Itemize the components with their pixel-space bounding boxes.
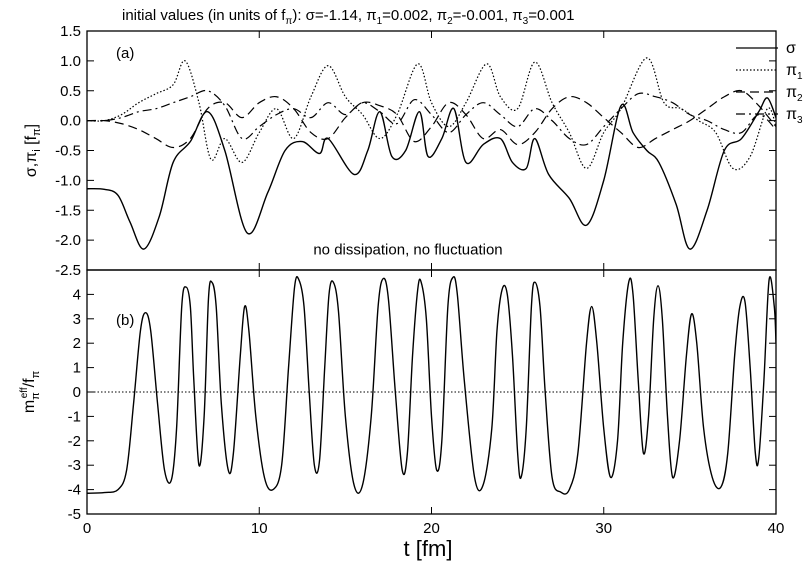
legend-label-0: σ <box>786 40 796 57</box>
x-tick-label: 30 <box>595 520 612 537</box>
series-line-a-3 <box>87 89 776 146</box>
x-tick-label: 40 <box>768 520 785 537</box>
y-tick-label-a: -1.5 <box>55 202 81 219</box>
y-tick-label-b: 0 <box>73 384 81 401</box>
y-tick-label-a: -2.5 <box>55 262 81 279</box>
x-tick-label: 0 <box>83 520 91 537</box>
plot-frame-a <box>86 30 777 271</box>
x-tick-label: 20 <box>423 520 440 537</box>
panel-label-a: (a) <box>116 45 134 62</box>
panel-annotation: no dissipation, no fluctuation <box>313 241 502 258</box>
y-tick-label-b: -2 <box>68 433 81 450</box>
y-tick-label-b: 2 <box>73 335 81 352</box>
y-tick-label-a: -0.5 <box>55 143 81 160</box>
series-line-b-0 <box>87 276 776 495</box>
series-line-a-2 <box>87 89 776 149</box>
y-tick-label-a: -1.0 <box>55 172 81 189</box>
y-tick-label-a: 0.0 <box>60 113 81 130</box>
y-tick-label-b: 3 <box>73 311 81 328</box>
x-axis-label: t [fm] <box>404 536 453 561</box>
x-tick-label: 10 <box>251 520 268 537</box>
y-tick-label-b: -3 <box>68 457 81 474</box>
y-axis-label-a: σ,πi [fπ] <box>23 124 43 177</box>
y-tick-label-a: 1.0 <box>60 53 81 70</box>
panel-a: -2.5 -2.0 -1.5 -1.0 -0.5 0.0 0.5 1.0 1.5 (a) no di… <box>23 23 777 279</box>
y-tick-label-b: -4 <box>68 482 81 499</box>
y-axis-label-b: mπeff/fπ <box>19 370 42 413</box>
panel-label-b: (b) <box>116 312 134 329</box>
legend-label-3: π3 <box>786 106 803 126</box>
y-tick-label-b: 1 <box>73 360 81 377</box>
y-tick-label-a: -2.0 <box>55 232 81 249</box>
y-tick-label-b: -1 <box>68 408 81 425</box>
y-tick-label-a: 0.5 <box>60 83 81 100</box>
legend-label-2: π2 <box>786 84 803 104</box>
y-tick-label-a: 1.5 <box>60 23 81 40</box>
series-line-a-1 <box>87 57 776 171</box>
legend-label-1: π1 <box>786 62 803 82</box>
y-tick-label-b: -5 <box>68 506 81 523</box>
figure-title-text: initial values (in units of fπ​): σ=-1.1… <box>122 7 575 27</box>
y-tick-label-b: 4 <box>73 286 81 303</box>
series-line-a-0 <box>87 97 776 250</box>
figure-title: initial values (in units of fπ​): σ=-1.1… <box>122 7 575 27</box>
